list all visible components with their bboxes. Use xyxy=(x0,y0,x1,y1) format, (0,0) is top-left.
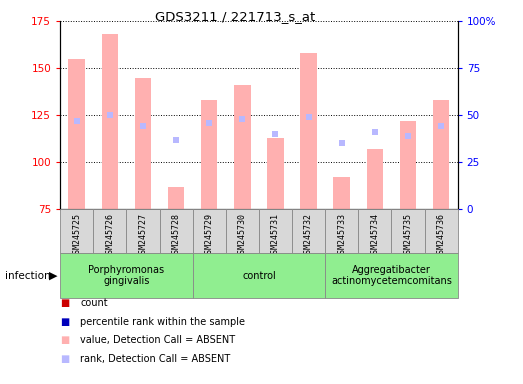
Bar xyxy=(300,53,317,209)
Text: percentile rank within the sample: percentile rank within the sample xyxy=(80,317,245,327)
Point xyxy=(73,118,81,124)
Text: control: control xyxy=(242,270,276,281)
Bar xyxy=(160,209,192,253)
Text: GSM245732: GSM245732 xyxy=(304,213,313,258)
Point xyxy=(172,137,180,143)
Text: GSM245731: GSM245731 xyxy=(271,213,280,258)
Bar xyxy=(135,78,151,209)
Point xyxy=(271,131,280,137)
Text: infection: infection xyxy=(5,270,51,281)
Text: ■: ■ xyxy=(60,317,70,327)
Point xyxy=(404,133,412,139)
Point xyxy=(238,116,246,122)
Text: ■: ■ xyxy=(60,335,70,345)
Bar xyxy=(69,59,85,209)
Text: GSM245735: GSM245735 xyxy=(403,213,413,258)
Text: GSM245725: GSM245725 xyxy=(72,213,81,258)
Bar xyxy=(101,34,118,209)
Bar xyxy=(334,177,350,209)
Bar xyxy=(168,187,185,209)
Text: GSM245729: GSM245729 xyxy=(204,213,214,258)
Bar xyxy=(292,209,325,253)
Bar xyxy=(226,209,259,253)
Point xyxy=(304,114,313,120)
Text: GSM245733: GSM245733 xyxy=(337,213,346,258)
Bar xyxy=(358,209,391,253)
Bar xyxy=(60,253,192,298)
Bar xyxy=(400,121,416,209)
Bar xyxy=(425,209,458,253)
Text: GSM245736: GSM245736 xyxy=(437,213,446,258)
Bar xyxy=(201,100,218,209)
Text: GSM245728: GSM245728 xyxy=(172,213,180,258)
Text: ▶: ▶ xyxy=(49,270,57,281)
Bar xyxy=(259,209,292,253)
Text: value, Detection Call = ABSENT: value, Detection Call = ABSENT xyxy=(80,335,235,345)
Bar xyxy=(391,209,425,253)
Text: GSM245727: GSM245727 xyxy=(139,213,147,258)
Bar xyxy=(325,209,358,253)
Text: Porphyromonas
gingivalis: Porphyromonas gingivalis xyxy=(88,265,164,286)
Text: ■: ■ xyxy=(60,298,70,308)
Point xyxy=(437,123,445,129)
Text: GSM245730: GSM245730 xyxy=(238,213,247,258)
Text: Aggregatibacter
actinomycetemcomitans: Aggregatibacter actinomycetemcomitans xyxy=(331,265,452,286)
Bar xyxy=(367,149,383,209)
Point xyxy=(106,112,114,118)
Bar xyxy=(325,253,458,298)
Point xyxy=(205,120,213,126)
Text: GSM245726: GSM245726 xyxy=(105,213,115,258)
Bar xyxy=(433,100,449,209)
Bar xyxy=(267,138,283,209)
Bar xyxy=(127,209,160,253)
Text: GSM245734: GSM245734 xyxy=(370,213,379,258)
Bar xyxy=(93,209,127,253)
Point xyxy=(337,141,346,147)
Point xyxy=(371,129,379,135)
Text: rank, Detection Call = ABSENT: rank, Detection Call = ABSENT xyxy=(80,354,230,364)
Point xyxy=(139,123,147,129)
Bar xyxy=(192,253,325,298)
Text: GDS3211 / 221713_s_at: GDS3211 / 221713_s_at xyxy=(155,10,315,23)
Bar xyxy=(192,209,226,253)
Text: ■: ■ xyxy=(60,354,70,364)
Bar xyxy=(234,85,251,209)
Bar xyxy=(60,209,93,253)
Text: count: count xyxy=(80,298,108,308)
